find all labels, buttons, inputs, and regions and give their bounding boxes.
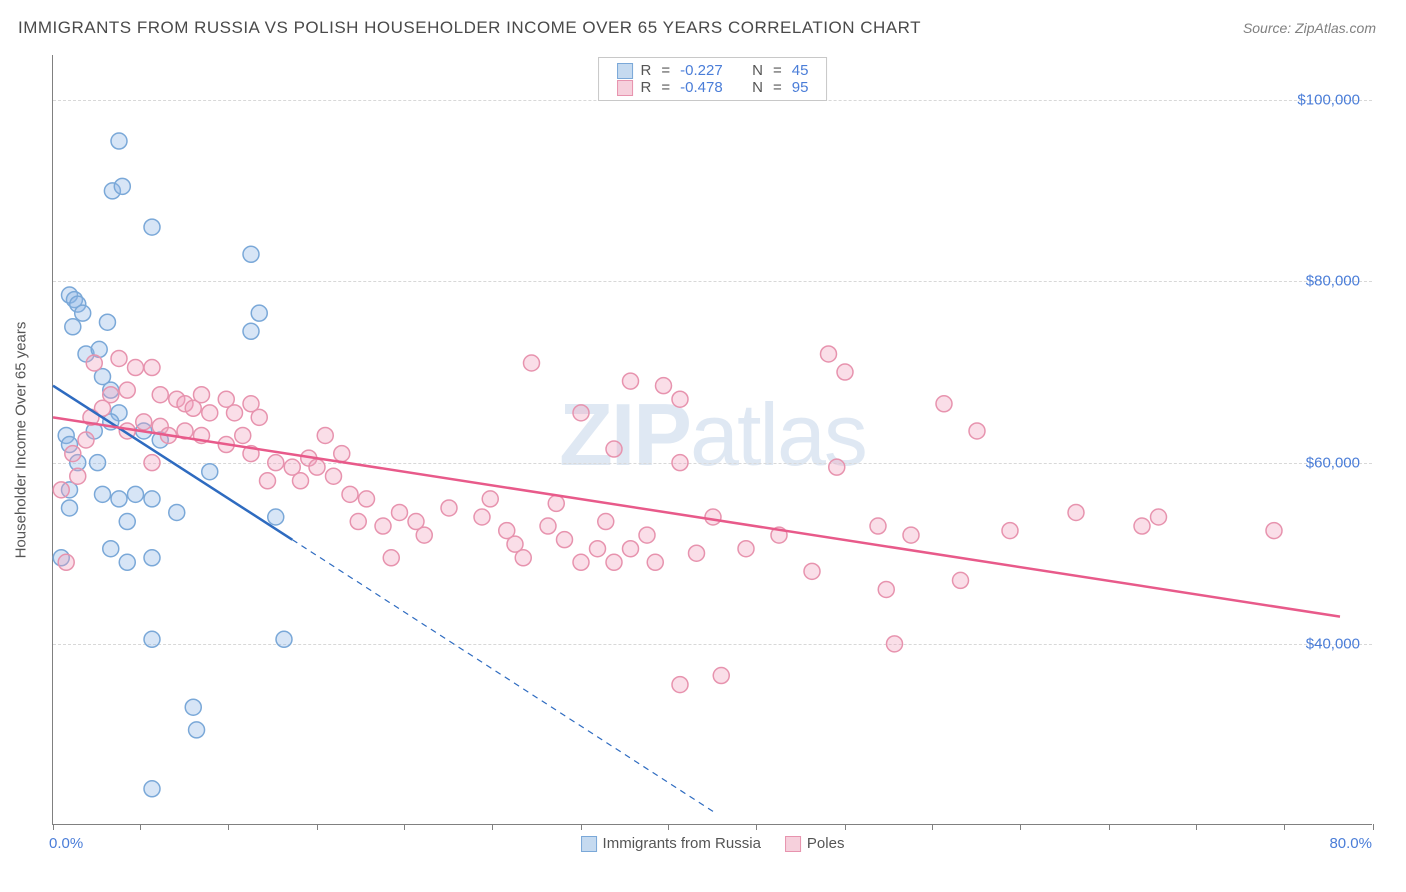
- n-value-a: 45: [792, 62, 809, 79]
- r-value-b: -0.478: [680, 79, 734, 96]
- series-legend: Immigrants from Russia Poles: [581, 835, 845, 852]
- y-axis-label: Householder Income Over 65 years: [13, 321, 30, 558]
- x-axis-max-label: 80.0%: [1329, 835, 1372, 852]
- x-axis-min-label: 0.0%: [49, 835, 83, 852]
- correlation-legend: R=-0.227 N=45 R=-0.478 N=95: [598, 57, 828, 101]
- legend-label-a: Immigrants from Russia: [603, 835, 761, 852]
- swatch-b-icon: [785, 836, 801, 852]
- legend-row-series-a: R=-0.227 N=45: [617, 62, 809, 79]
- scatter-svg: [53, 55, 1372, 824]
- n-value-b: 95: [792, 79, 809, 96]
- swatch-series-b: [617, 80, 633, 96]
- legend-item-a: Immigrants from Russia: [581, 835, 761, 852]
- swatch-a-icon: [581, 836, 597, 852]
- chart-title: IMMIGRANTS FROM RUSSIA VS POLISH HOUSEHO…: [18, 18, 921, 38]
- plot-area: ZIPatlas Householder Income Over 65 year…: [52, 55, 1372, 825]
- r-value-a: -0.227: [680, 62, 734, 79]
- legend-row-series-b: R=-0.478 N=95: [617, 79, 809, 96]
- swatch-series-a: [617, 63, 633, 79]
- legend-label-b: Poles: [807, 835, 845, 852]
- source-label: Source: ZipAtlas.com: [1243, 20, 1376, 36]
- legend-item-b: Poles: [785, 835, 845, 852]
